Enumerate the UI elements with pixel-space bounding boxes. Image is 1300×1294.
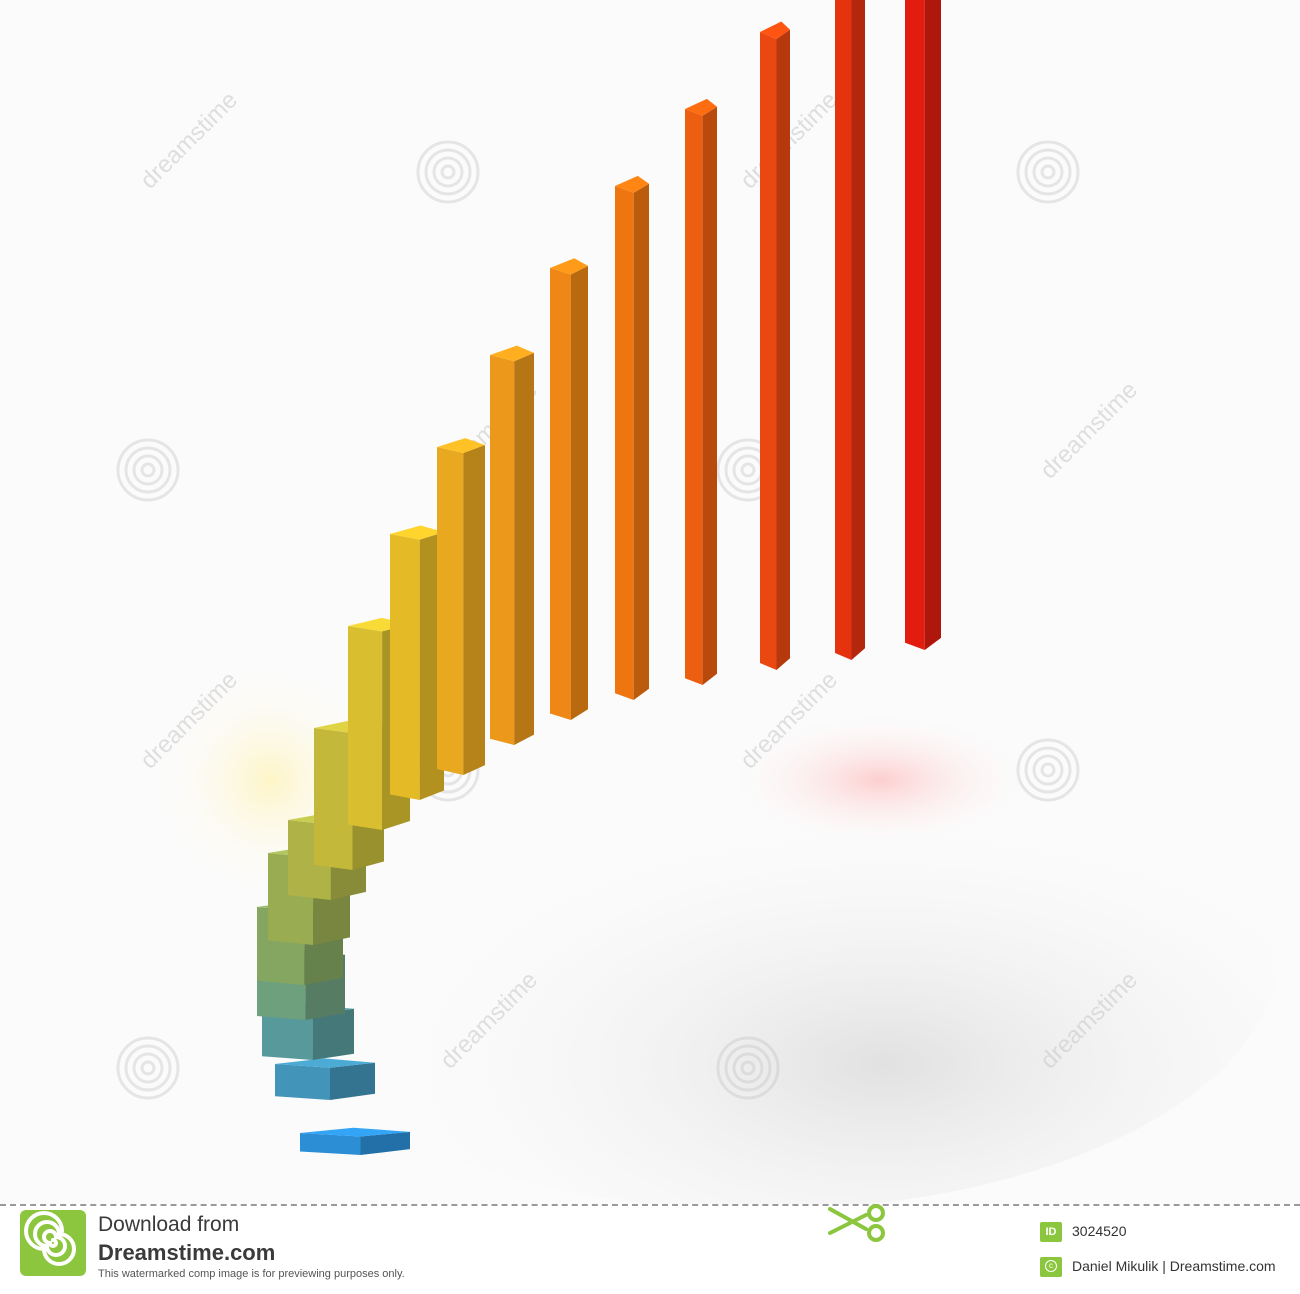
bar-front (835, 0, 852, 660)
bar-graph-illustration: dreamstime dreamstime dreamstime dreamstime… (116, 0, 1280, 1204)
floor-shadow (240, 690, 1280, 1204)
bar-top (685, 98, 717, 116)
bar-front (314, 728, 353, 870)
bar-17 (835, 0, 865, 660)
watermark-spiral-icon (416, 140, 480, 204)
bar-top (300, 1127, 410, 1137)
bars-layer (257, 0, 941, 1155)
preview-note: This watermarked comp image is for previ… (98, 1268, 405, 1280)
bar-top (275, 1058, 375, 1068)
bar-side (312, 1008, 354, 1060)
bar-front (760, 32, 777, 670)
cut-line (0, 1204, 1300, 1206)
bar-13 (550, 258, 588, 720)
bar-18 (905, 0, 941, 650)
bar-front (905, 0, 925, 650)
download-line1: Download from (98, 1213, 240, 1236)
bar-2 (275, 1058, 375, 1100)
bar-10 (390, 525, 444, 800)
bar-side (924, 0, 941, 650)
bar-side (851, 0, 865, 660)
bar-top (490, 345, 534, 362)
bar-side (633, 183, 649, 700)
bar-front (490, 355, 515, 745)
bar-16 (760, 21, 790, 671)
bar-1 (300, 1127, 410, 1155)
bar-side (776, 29, 790, 671)
id-badge: ID (1040, 1222, 1062, 1242)
bar-15 (685, 98, 717, 685)
bar-top (615, 175, 649, 193)
bar-front (275, 1064, 330, 1100)
bar-top (760, 21, 790, 40)
bar-14 (615, 175, 649, 700)
watermark-spiral-icon (716, 1036, 780, 1100)
bar-front (300, 1133, 361, 1155)
bar-side (514, 352, 534, 745)
watermark-spiral-icon (1016, 140, 1080, 204)
bar-front (685, 109, 703, 685)
bar-front (615, 186, 634, 700)
bar-top (390, 525, 444, 540)
footer (0, 1207, 1300, 1294)
bar-side (570, 265, 588, 720)
dreamstime-logo-icon (20, 1210, 86, 1276)
bar-front (437, 447, 464, 775)
watermark-spiral-icon (116, 1036, 180, 1100)
bar-side (330, 1062, 375, 1100)
bar-front (348, 626, 383, 830)
bar-side (360, 1131, 410, 1155)
bar-top (550, 258, 588, 275)
watermark-spiral-icon (116, 438, 180, 502)
bar-front (390, 534, 420, 800)
watermark-spiral-icon (1016, 738, 1080, 802)
bar-12 (490, 345, 534, 745)
image-id: 3024520 (1072, 1223, 1127, 1239)
bar-11 (437, 438, 485, 775)
bar-top (437, 438, 485, 453)
bar-side (463, 445, 485, 775)
bar-side (702, 106, 717, 685)
red-glow (720, 710, 1040, 850)
download-line2[interactable]: Dreamstime.com (98, 1240, 276, 1265)
credit-text[interactable]: Daniel Mikulik | Dreamstime.com (1072, 1258, 1276, 1274)
bar-front (550, 268, 571, 720)
bar-front (262, 1010, 313, 1060)
copyright-icon: c (1040, 1257, 1062, 1277)
scissors-icon (828, 1204, 885, 1242)
